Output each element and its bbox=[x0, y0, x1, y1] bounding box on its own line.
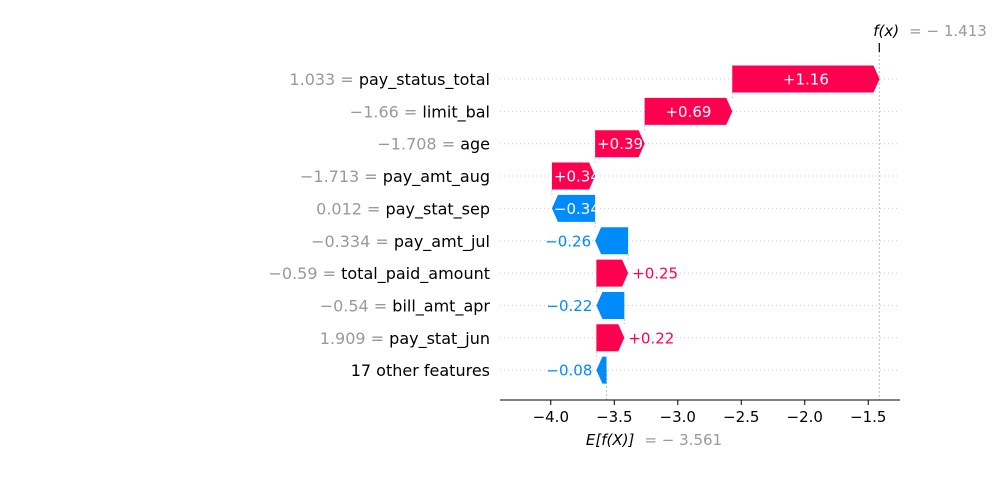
x-tick-label: −4.0 bbox=[533, 408, 569, 426]
feature-name: pay_stat_jun bbox=[389, 329, 490, 349]
waterfall-bars: +1.16 +0.69 +0.39 +0.34 −0.34 −0.26 +0.25 −0.22… bbox=[545, 65, 880, 384]
positive-contribution-bar bbox=[551, 162, 596, 190]
x-axis: −4.0 −3.5 −3.0 −2.5 −2.0 −1.5 bbox=[500, 399, 900, 426]
feature-value: −1.66 = bbox=[350, 102, 423, 121]
feature-name: pay_stat_sep bbox=[386, 199, 490, 219]
contribution-label: −0.22 bbox=[546, 297, 592, 315]
output-label-value: = − 1.413 bbox=[909, 22, 987, 40]
feature-value: 1.033 = bbox=[289, 70, 358, 89]
feature-labels: 1.033 = pay_status_total −1.66 = limit_ba… bbox=[269, 70, 491, 380]
negative-contribution-bar bbox=[596, 356, 607, 384]
x-tick-label: −3.0 bbox=[660, 408, 696, 426]
contribution-label: +0.39 bbox=[597, 135, 643, 153]
feature-name: bill_amt_apr bbox=[392, 296, 490, 316]
positive-contribution-bar bbox=[732, 65, 880, 93]
feature-value: 0.012 = bbox=[316, 199, 385, 218]
feature-name: pay_amt_aug bbox=[383, 167, 490, 187]
svg-text:f(x) = − 1.413: f(x) = − 1.413 bbox=[873, 21, 987, 40]
feature-label: −0.59 = total_paid_amount bbox=[269, 264, 491, 284]
feature-value: −1.713 = bbox=[300, 167, 383, 186]
positive-contribution-bar bbox=[644, 97, 733, 125]
x-tick-label: −2.5 bbox=[723, 408, 759, 426]
positive-contribution-bar bbox=[596, 259, 629, 287]
contribution-label: +0.22 bbox=[628, 329, 674, 347]
feature-label: 1.033 = pay_status_total bbox=[289, 70, 490, 90]
base-label-prefix: E[f(X)] bbox=[586, 431, 635, 449]
x-tick-label: −2.0 bbox=[787, 408, 823, 426]
feature-label: 1.909 = pay_stat_jun bbox=[320, 329, 490, 349]
contribution-label: +0.34 bbox=[554, 168, 600, 186]
contribution-label: +1.16 bbox=[783, 71, 829, 89]
feature-value: −0.334 = bbox=[311, 232, 394, 251]
svg-text:E[f(X)] = − 3.561: E[f(X)] = − 3.561 bbox=[586, 430, 722, 449]
feature-name: 17 other features bbox=[351, 361, 490, 380]
feature-label: −1.713 = pay_amt_aug bbox=[300, 167, 490, 187]
feature-value: −0.54 = bbox=[320, 296, 393, 315]
positive-contribution-bar bbox=[595, 130, 645, 158]
output-label-prefix: f(x) bbox=[873, 22, 899, 40]
feature-name: pay_status_total bbox=[359, 70, 490, 90]
feature-name: limit_bal bbox=[422, 102, 490, 122]
feature-name: total_paid_amount bbox=[341, 264, 490, 284]
contribution-label: −0.26 bbox=[545, 232, 591, 250]
base-label-value: = − 3.561 bbox=[644, 431, 722, 449]
feature-label: −0.334 = pay_amt_jul bbox=[311, 232, 490, 252]
feature-label: 0.012 = pay_stat_sep bbox=[316, 199, 490, 219]
feature-label: −1.66 = limit_bal bbox=[350, 102, 490, 122]
negative-contribution-bar bbox=[596, 291, 625, 319]
positive-contribution-bar bbox=[596, 324, 625, 352]
negative-contribution-bar bbox=[551, 194, 596, 222]
feature-label: −0.54 = bill_amt_apr bbox=[320, 296, 491, 316]
feature-label: 17 other features bbox=[351, 361, 490, 380]
output-annotation: f(x) = − 1.413 bbox=[873, 21, 987, 40]
negative-contribution-bar bbox=[595, 227, 629, 255]
feature-name: age bbox=[460, 135, 490, 154]
feature-value: −0.59 = bbox=[269, 264, 342, 283]
contribution-label: +0.25 bbox=[632, 265, 678, 283]
contribution-label: −0.34 bbox=[554, 200, 600, 218]
feature-value: −1.708 = bbox=[377, 135, 460, 154]
x-tick-label: −1.5 bbox=[850, 408, 886, 426]
feature-label: −1.708 = age bbox=[377, 135, 490, 154]
feature-name: pay_amt_jul bbox=[394, 232, 490, 252]
x-tick-label: −3.5 bbox=[596, 408, 632, 426]
contribution-label: −0.08 bbox=[546, 362, 592, 380]
contribution-label: +0.69 bbox=[665, 103, 711, 121]
base-annotation: E[f(X)] = − 3.561 bbox=[586, 430, 722, 449]
feature-value: 1.909 = bbox=[320, 329, 389, 348]
